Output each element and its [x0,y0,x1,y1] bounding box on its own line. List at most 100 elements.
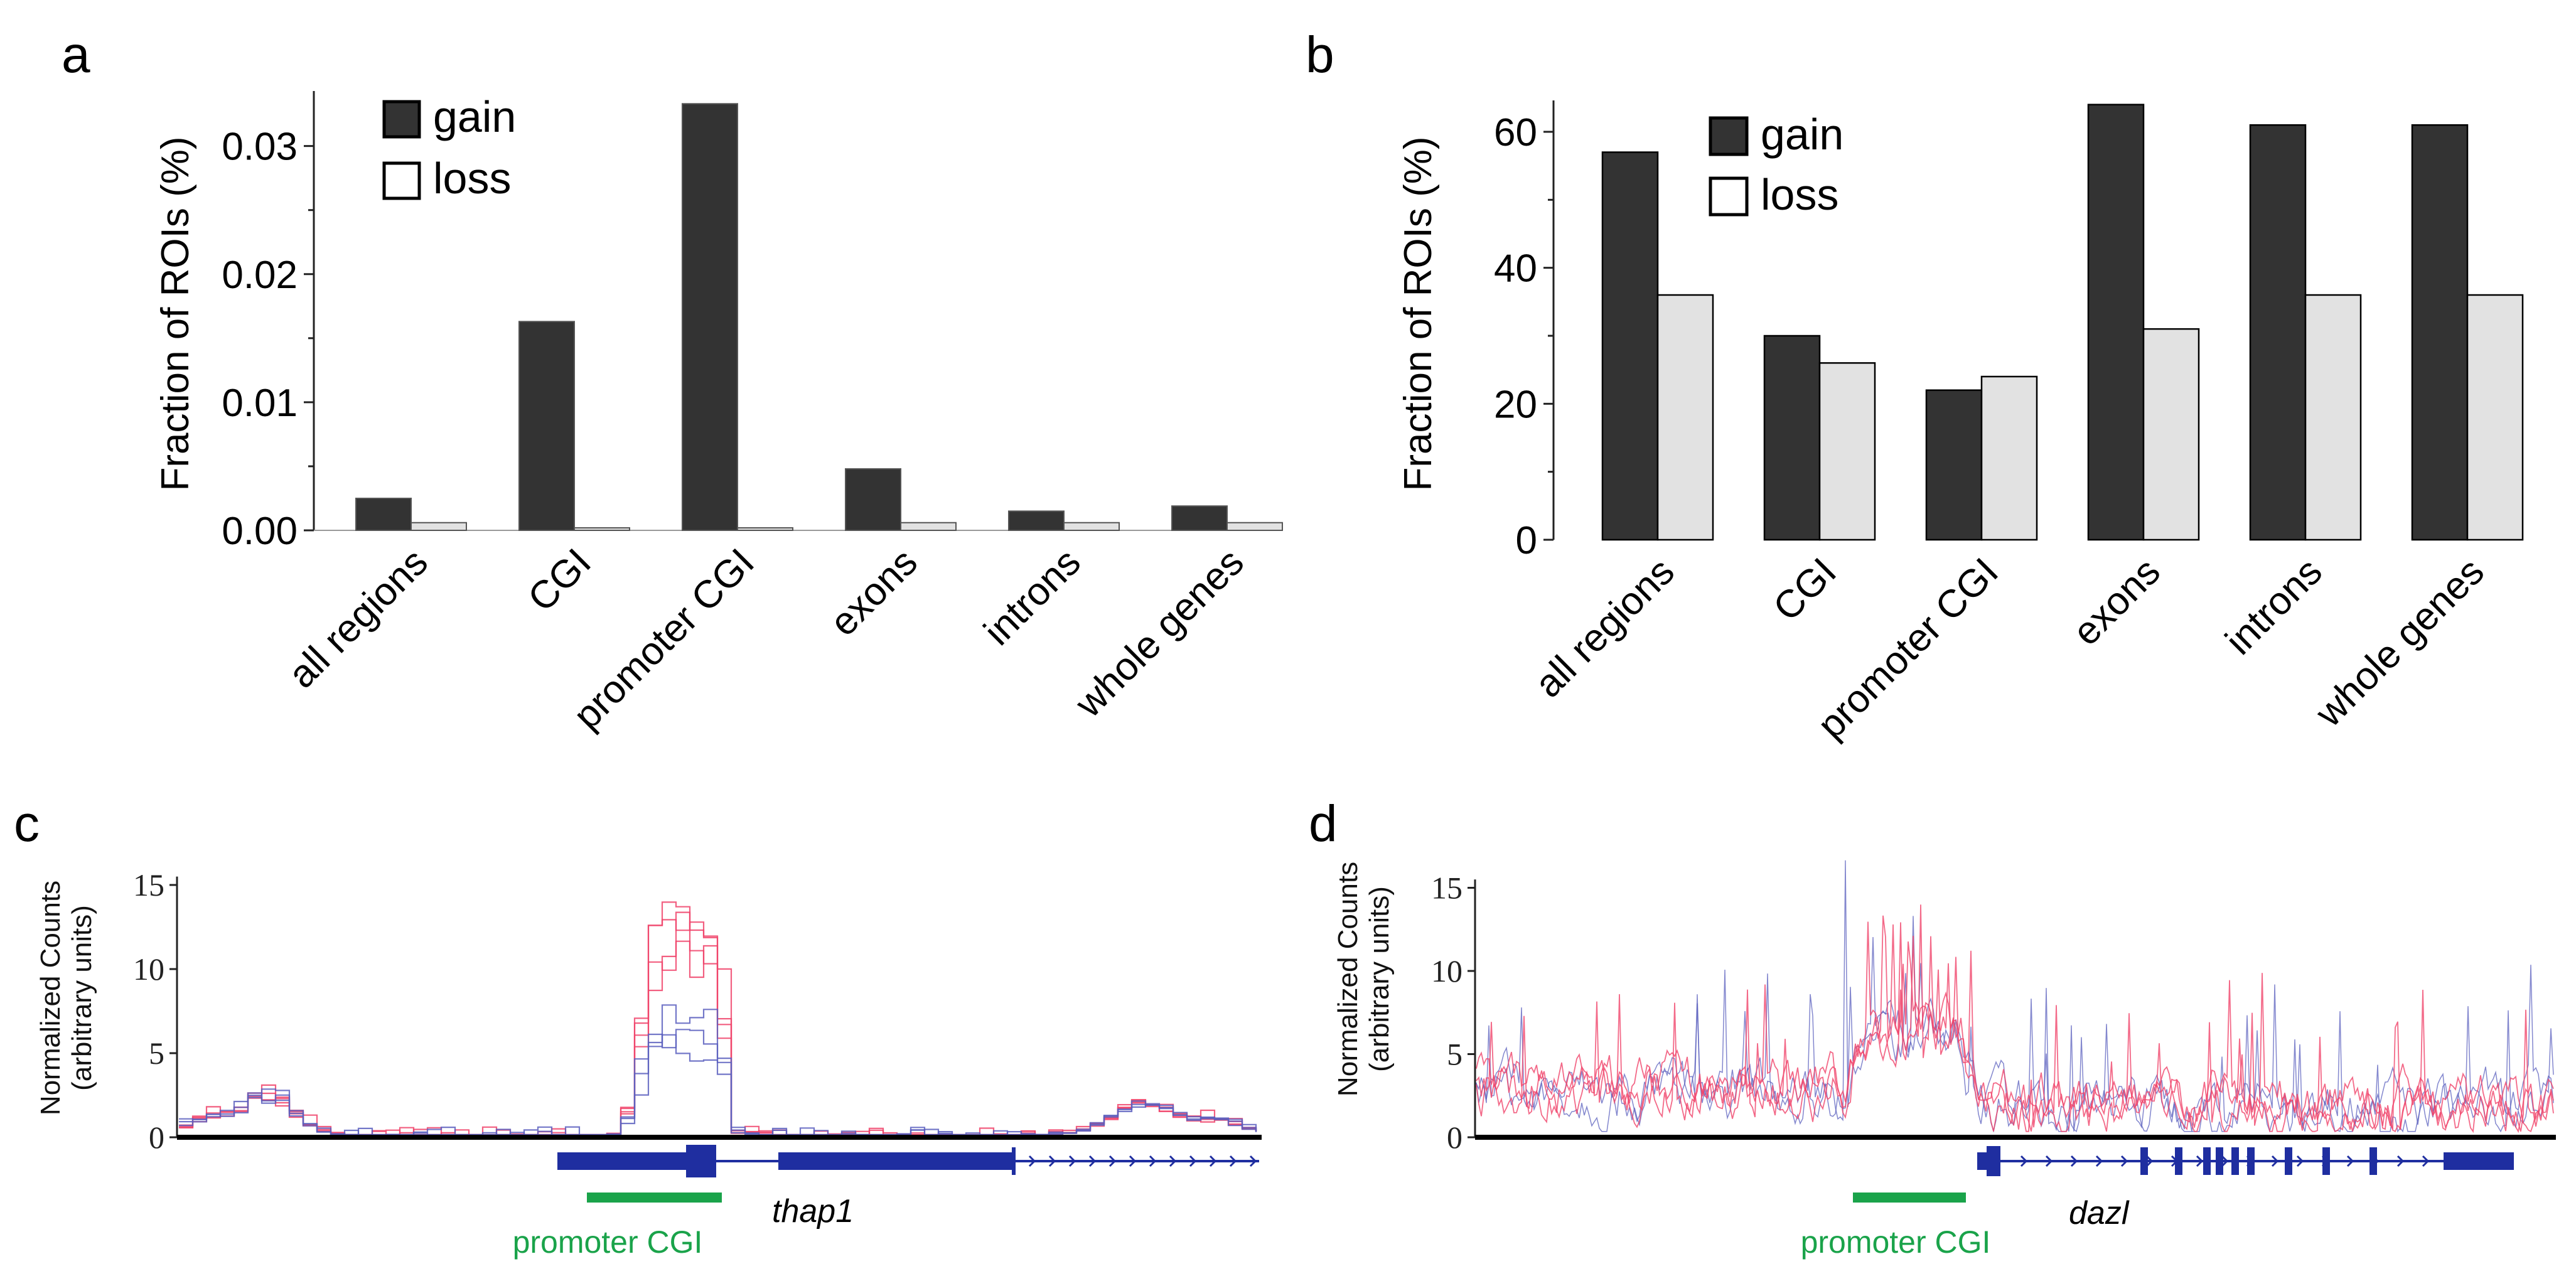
y-tick-label: 0.02 [222,254,298,297]
category-label: whole genes [2307,550,2493,736]
exon-coding [2285,1147,2292,1175]
coverage-track [1476,922,2554,1134]
y-tick-label: 5 [149,1036,164,1071]
strand-arrow [2296,1155,2304,1167]
strand-arrow [1249,1155,1257,1167]
category-label: CGI [520,540,599,620]
category-label: all regions [280,540,436,697]
y-tick-label: 0 [1447,1120,1462,1155]
strand-arrow [2045,1155,2053,1167]
coverage-track [1476,860,2554,1133]
y-tick-label: 20 [1494,383,1537,426]
strand-arrow [2020,1155,2028,1167]
strand-arrow [2396,1155,2405,1167]
bar-loss [2466,294,2524,541]
exon-coding [2203,1147,2211,1175]
strand-arrows [2020,1155,2430,1167]
bar-loss [1656,294,1714,541]
strand-arrow [2321,1155,2329,1167]
y-tick-label: 40 [1494,247,1537,291]
exon-coding [2140,1147,2148,1175]
coverage-track [1476,973,2554,1133]
panel-c-y-axis-title: Normalized Counts [35,881,66,1115]
bar-loss [411,522,467,531]
y-tick-label: 15 [1431,871,1462,906]
legend-gain-swatch [382,100,421,139]
panel-a-y-axis-title: Fraction of ROIs (%) [154,137,197,491]
panel-c: c Normalized Counts (arbitrary units) 0 5… [14,795,1262,1260]
strand-arrow [2145,1155,2154,1167]
bar-loss [737,527,793,531]
panel-d-tracks [1476,860,2554,1134]
bar-gain [355,497,412,531]
legend-gain-label: gain [433,92,516,141]
panel-c-tracks [179,901,1257,1136]
category-label: introns [976,540,1089,653]
exon-coding [2175,1147,2182,1175]
strand-arrow [2371,1155,2380,1167]
y-tick-label: 60 [1494,111,1537,154]
panel-label-d: d [1309,795,1338,852]
panel-label-a: a [62,26,90,83]
bar-gain [1601,151,1659,541]
gene-name: dazl [2069,1195,2130,1231]
panel-d: d Normalized Counts (arbitrary units) 0 5… [1309,795,2556,1260]
panel-a: a Fraction of ROIs (%) 0.000.010.020.03 … [62,26,1283,737]
bar-loss [574,527,630,531]
bar-gain [682,103,738,532]
strand-arrow [1189,1155,1197,1167]
category-label: all regions [1527,550,1683,706]
coverage-track [179,1034,1257,1136]
y-tick-label: 0 [1516,519,1537,562]
bar-loss [1818,362,1876,541]
legend-gain-swatch [1709,116,1749,156]
bar-gain [1008,510,1065,531]
exon-coding [2231,1147,2239,1175]
exon-utr [778,1152,1014,1170]
strand-arrow [2346,1155,2354,1167]
y-tick-label: 10 [1431,953,1462,989]
promoter-cgi-bar [587,1193,722,1203]
strand-arrow [1068,1155,1076,1167]
strand-arrow [1169,1155,1177,1167]
panel-c-gene-model [557,1145,1259,1177]
exon-coding [686,1145,716,1177]
category-label: introns [2218,550,2331,663]
y-tick-label: 0.03 [222,126,298,169]
bar-loss [2304,294,2362,541]
bar-loss [1226,522,1283,531]
category-label: whole genes [1066,540,1252,726]
legend-loss-label: loss [1761,170,1838,219]
strand-arrow [2422,1155,2430,1167]
promoter-cgi-bar [1853,1193,1966,1203]
bar-loss [1063,522,1120,531]
strand-arrow [1108,1155,1117,1167]
strand-arrow [1229,1155,1237,1167]
coverage-track [179,1029,1257,1136]
legend-loss-swatch [382,161,421,200]
exon-coding [2369,1147,2377,1175]
panel-a-legend: gain loss [382,92,516,203]
strand-arrow [1129,1155,1137,1167]
bar-gain [845,468,901,532]
panel-label-b: b [1306,26,1334,83]
bar-gain [518,321,575,531]
promoter-cgi-label: promoter CGI [513,1225,703,1260]
exon-coding [2216,1147,2223,1175]
bar-gain [1763,335,1821,541]
legend-loss-label: loss [433,154,511,203]
strand-arrow [1209,1155,1217,1167]
bar-loss [900,522,957,531]
bar-loss [2142,328,2200,541]
legend-loss-swatch [1709,176,1749,217]
bar-gain [2087,104,2145,541]
y-tick-label: 0.01 [222,382,298,425]
bar-gain [1925,389,1983,541]
gene-name: thap1 [772,1193,854,1230]
panel-c-y-axis-subtitle: (arbitrary units) [67,905,97,1091]
promoter-cgi-label: promoter CGI [1801,1225,1991,1260]
strand-arrow [2095,1155,2103,1167]
coverage-track [1476,904,2554,1134]
category-label: exons [822,540,926,645]
